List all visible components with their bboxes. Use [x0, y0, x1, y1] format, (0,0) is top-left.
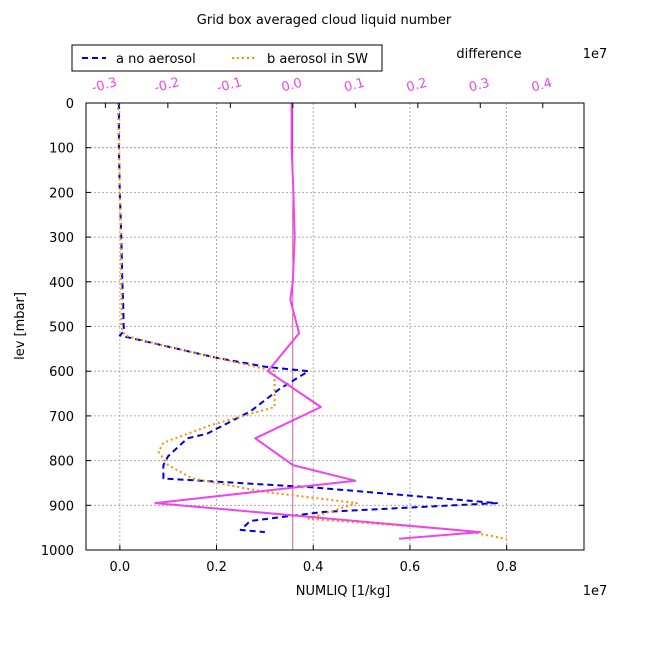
legend: a no aerosol b aerosol in SW	[71, 44, 383, 72]
y-tick-label: 900	[49, 499, 74, 514]
x-tick-label: 0.0	[110, 560, 131, 575]
top-tick-label: -0.1	[215, 75, 243, 96]
series-difference-line	[154, 103, 482, 540]
x-tick-label: 0.4	[303, 560, 324, 575]
top-tick-label: 0.3	[467, 76, 491, 96]
series-layer	[116, 102, 507, 550]
series-a-no-aerosol-line	[117, 103, 498, 534]
y-tick-label: 1000	[41, 544, 74, 559]
x-axis: 0.0 0.2 0.4 0.6 0.8	[110, 545, 517, 575]
y-tick-label: 0	[66, 97, 74, 112]
x-tick-label: 0.2	[206, 560, 227, 575]
y-axis-label: lev [mbar]	[13, 292, 28, 360]
top-tick-label: 0.4	[530, 76, 554, 96]
x-tick-label: 0.8	[496, 560, 517, 575]
top-tick-label: 0.2	[405, 76, 429, 96]
y-tick-label: 800	[49, 455, 74, 470]
x-tick-label: 0.6	[400, 560, 421, 575]
top-axis-title: difference	[456, 47, 521, 62]
y-tick-label: 300	[49, 231, 74, 246]
y-tick-label: 400	[49, 276, 74, 291]
top-tick-label: 0.0	[280, 76, 304, 96]
legend-label-b: b aerosol in SW	[267, 52, 368, 67]
y-tick-label: 500	[49, 321, 74, 336]
top-tick-label: -0.3	[90, 75, 118, 96]
series-b-aerosol-in-sw-line	[116, 102, 507, 540]
legend-label-a: a no aerosol	[116, 52, 196, 67]
top-offset-label: 1e7	[583, 47, 608, 62]
y-tick-label: 100	[49, 142, 74, 157]
legend-box	[71, 44, 383, 72]
y-tick-label: 700	[49, 410, 74, 425]
top-axis: -0.3 -0.2 -0.1 0.0 0.1 0.2 0.3 0.4	[90, 75, 554, 108]
y-axis: 0 100 200 300 400 500 600 700 800 900 1000	[41, 97, 584, 559]
y-tick-label: 200	[49, 186, 74, 201]
chart-title: Grid box averaged cloud liquid number	[197, 13, 452, 28]
y-tick-label: 600	[49, 365, 74, 380]
top-tick-label: 0.1	[342, 76, 366, 96]
top-tick-label: -0.2	[153, 75, 181, 96]
x-offset-label: 1e7	[583, 584, 608, 599]
x-axis-label: NUMLIQ [1/kg]	[296, 584, 390, 599]
